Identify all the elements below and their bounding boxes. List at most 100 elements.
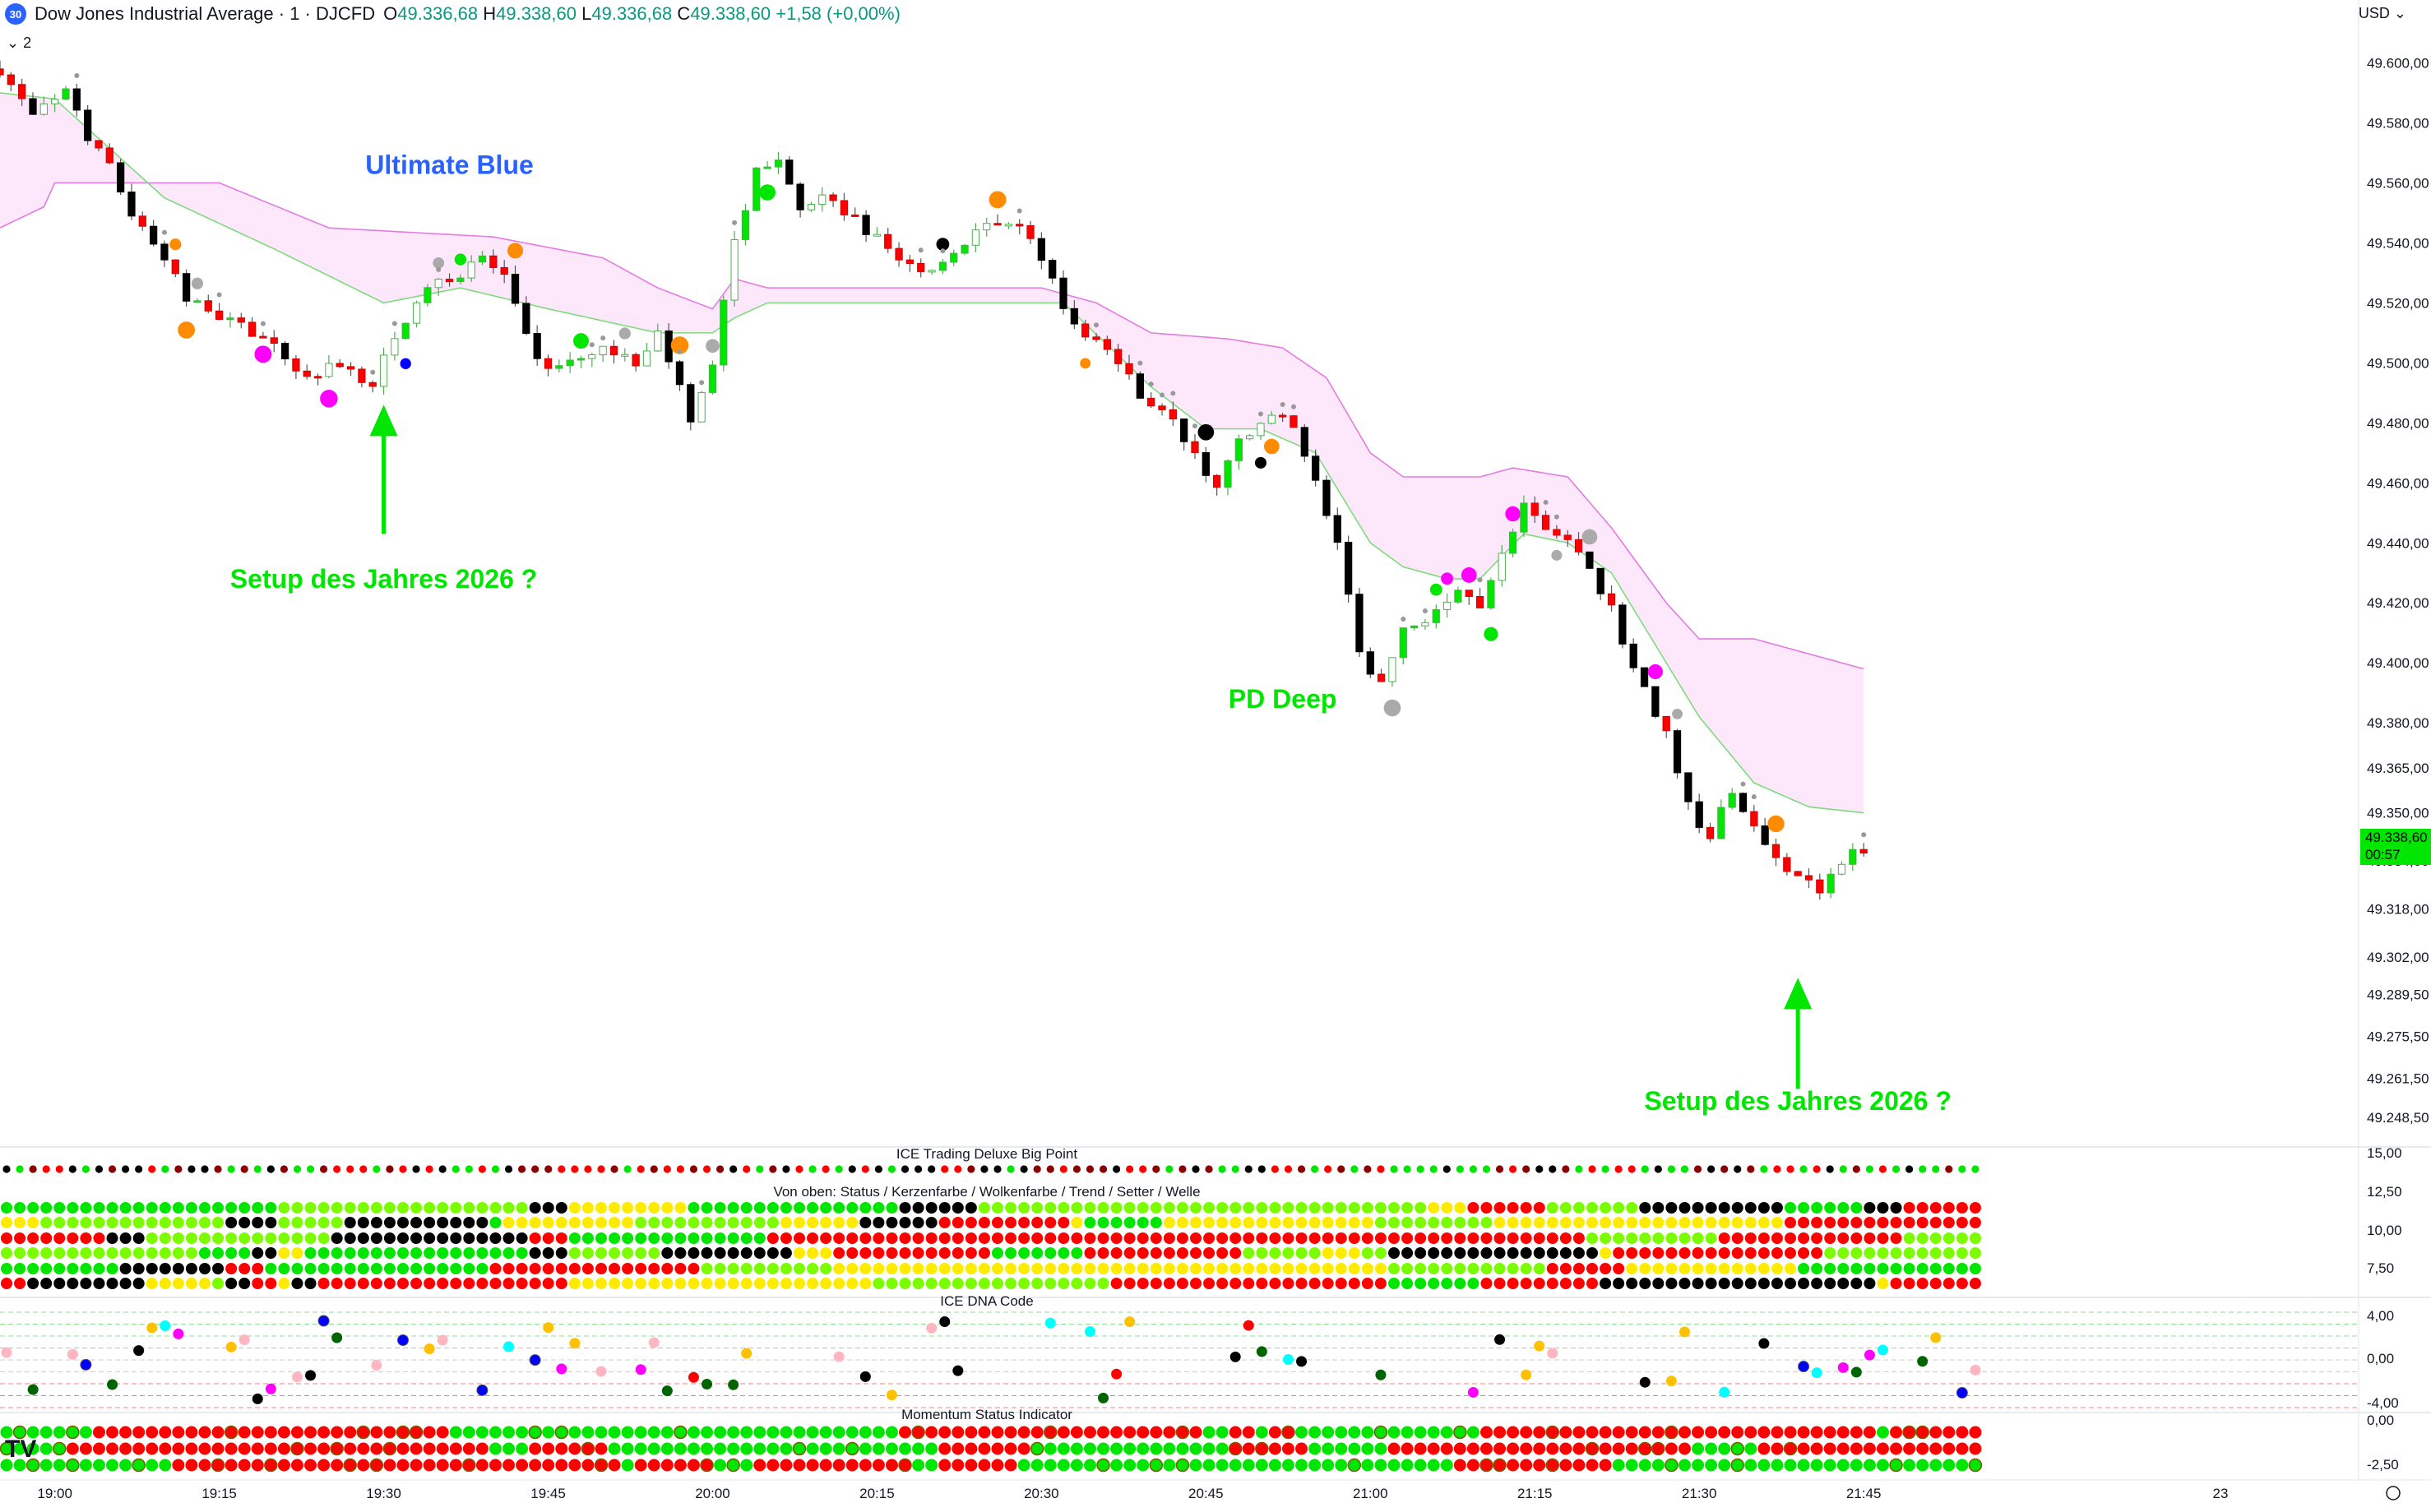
candle[interactable] bbox=[1300, 423, 1308, 463]
candle[interactable] bbox=[1574, 532, 1583, 556]
candle[interactable] bbox=[1859, 843, 1868, 857]
candle[interactable] bbox=[1563, 529, 1572, 548]
candle[interactable] bbox=[0, 60, 4, 78]
candle[interactable] bbox=[259, 331, 267, 339]
candle[interactable] bbox=[708, 360, 717, 395]
candle[interactable] bbox=[796, 182, 804, 218]
candle[interactable] bbox=[1827, 867, 1835, 899]
candle[interactable] bbox=[193, 298, 201, 303]
candle[interactable] bbox=[412, 300, 421, 328]
candle[interactable] bbox=[1475, 588, 1484, 609]
candle[interactable] bbox=[379, 347, 388, 395]
candle[interactable] bbox=[149, 220, 158, 247]
candle[interactable] bbox=[39, 96, 48, 116]
candle[interactable] bbox=[237, 312, 245, 329]
candle[interactable] bbox=[1410, 625, 1419, 631]
candle[interactable] bbox=[785, 155, 794, 185]
candle[interactable] bbox=[303, 364, 311, 380]
candle[interactable] bbox=[1651, 686, 1660, 719]
candle[interactable] bbox=[873, 227, 882, 237]
candle[interactable] bbox=[993, 214, 1002, 226]
candle[interactable] bbox=[84, 104, 92, 146]
candle[interactable] bbox=[730, 230, 739, 307]
candle[interactable] bbox=[533, 325, 541, 366]
candle[interactable] bbox=[1213, 474, 1221, 496]
candle[interactable] bbox=[1596, 567, 1604, 600]
candle[interactable] bbox=[1059, 270, 1067, 315]
candle[interactable] bbox=[1224, 459, 1232, 496]
candle[interactable] bbox=[1465, 590, 1473, 605]
candle[interactable] bbox=[687, 381, 695, 431]
candle[interactable] bbox=[1333, 507, 1341, 550]
candle[interactable] bbox=[1673, 728, 1682, 779]
candle[interactable] bbox=[489, 249, 498, 274]
candle[interactable] bbox=[642, 342, 651, 367]
symbol-header[interactable]: 30 Dow Jones Industrial Average · 1 · DJ… bbox=[0, 0, 901, 28]
candle[interactable] bbox=[1684, 772, 1692, 811]
candle[interactable] bbox=[292, 355, 300, 380]
candle[interactable] bbox=[1662, 715, 1670, 738]
candle[interactable] bbox=[763, 161, 771, 169]
candle[interactable] bbox=[1279, 413, 1287, 423]
candle[interactable] bbox=[1158, 403, 1166, 416]
candle[interactable] bbox=[818, 187, 827, 212]
candle[interactable] bbox=[1771, 838, 1780, 867]
candle[interactable] bbox=[138, 211, 146, 231]
candle[interactable] bbox=[1180, 418, 1188, 451]
candle[interactable] bbox=[1114, 344, 1123, 372]
candle[interactable] bbox=[171, 259, 179, 278]
candle[interactable] bbox=[160, 240, 169, 267]
candle[interactable] bbox=[1290, 414, 1298, 428]
candle[interactable] bbox=[204, 294, 212, 313]
candle[interactable] bbox=[840, 192, 849, 221]
candle[interactable] bbox=[697, 391, 706, 423]
candle[interactable] bbox=[1202, 446, 1210, 483]
candle[interactable] bbox=[566, 352, 574, 373]
candle[interactable] bbox=[1717, 799, 1725, 839]
candle[interactable] bbox=[1267, 411, 1276, 425]
candle[interactable] bbox=[522, 296, 530, 335]
candle[interactable] bbox=[807, 201, 816, 212]
candle[interactable] bbox=[905, 255, 915, 272]
candle[interactable] bbox=[1629, 638, 1637, 673]
candle[interactable] bbox=[851, 207, 859, 217]
candle[interactable] bbox=[632, 352, 640, 372]
candle[interactable] bbox=[1377, 668, 1386, 682]
candle[interactable] bbox=[7, 72, 15, 91]
candle[interactable] bbox=[1388, 657, 1396, 687]
candle[interactable] bbox=[1728, 788, 1736, 810]
candle[interactable] bbox=[576, 355, 586, 369]
candle[interactable] bbox=[884, 227, 892, 253]
candle[interactable] bbox=[609, 340, 618, 364]
candle[interactable] bbox=[961, 243, 969, 256]
candle[interactable] bbox=[248, 317, 257, 337]
candle[interactable] bbox=[1837, 861, 1846, 876]
currency-selector[interactable]: USD ⌄ bbox=[2359, 5, 2406, 22]
candle[interactable] bbox=[1487, 577, 1495, 610]
candle[interactable] bbox=[654, 323, 662, 353]
candle[interactable] bbox=[1586, 551, 1594, 570]
candle[interactable] bbox=[1070, 300, 1078, 330]
candle[interactable] bbox=[1849, 843, 1857, 872]
candle[interactable] bbox=[1761, 817, 1769, 846]
candle[interactable] bbox=[774, 151, 783, 174]
candle[interactable] bbox=[555, 359, 563, 372]
candle[interactable] bbox=[280, 340, 289, 366]
symbol-badge[interactable]: 30 bbox=[5, 3, 26, 25]
candle[interactable] bbox=[1530, 496, 1539, 523]
candle[interactable] bbox=[226, 312, 234, 328]
candle[interactable] bbox=[29, 92, 37, 115]
candle[interactable] bbox=[511, 265, 520, 307]
candle[interactable] bbox=[1816, 873, 1824, 900]
time-axis[interactable]: 19:00 19:15 19:30 19:45 20:00 20:15 20:30 20:45… bbox=[0, 1479, 2431, 1501]
candle[interactable] bbox=[720, 295, 728, 372]
candle[interactable] bbox=[325, 354, 333, 379]
candle[interactable] bbox=[983, 217, 991, 237]
candle[interactable] bbox=[829, 192, 837, 207]
indicator-collapse-toggle[interactable]: ⌄ 2 bbox=[7, 35, 31, 52]
candle[interactable] bbox=[1322, 475, 1331, 520]
candle[interactable] bbox=[346, 362, 355, 377]
candle[interactable] bbox=[599, 345, 607, 363]
candle[interactable] bbox=[1026, 220, 1035, 244]
